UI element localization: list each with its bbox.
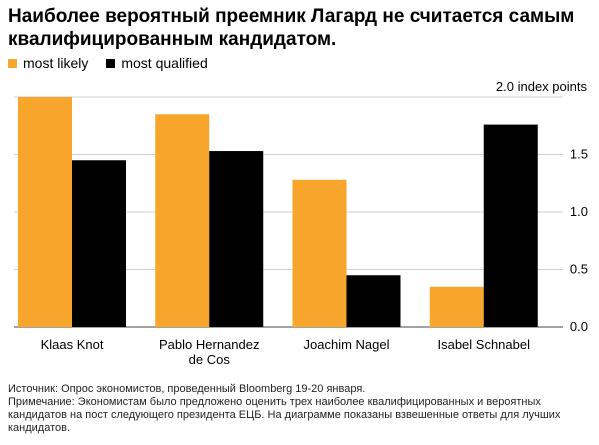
x-tick-label-1-line2: de Cos [189,352,231,367]
legend-item-most-qualified: most qualified [106,55,208,71]
x-tick-label-1: Pablo Hernandez [159,337,259,352]
x-tick-label-0: Klaas Knot [41,337,104,352]
bar-most-qualified-0 [72,160,126,327]
source-note: Источник: Опрос экономистов, проведенный… [8,383,366,395]
y-axis-unit-label: 2.0 index points [495,79,587,94]
legend-item-most-likely: most likely [8,55,88,71]
bar-most-likely-1 [155,114,210,327]
x-tick-label-2: Joachim Nagel [304,337,390,352]
bar-most-likely-0 [18,97,72,327]
y-tick-label-1: 0.5 [570,262,588,277]
legend-swatch-most-likely [8,58,17,68]
bar-most-qualified-1 [209,151,264,327]
y-tick-label-0: 0.0 [570,319,588,334]
legend-swatch-most-qualified [106,58,116,68]
bar-most-likely-3 [429,286,484,327]
bar-most-qualified-2 [346,275,401,327]
footnote: Примечание: Экономистам было предложено … [8,396,561,434]
bar-most-qualified-3 [483,124,538,327]
y-tick-label-3: 1.5 [570,147,588,162]
y-tick-label-2: 1.0 [570,204,588,219]
bar-most-likely-2 [292,179,347,327]
legend: most likely most qualified [8,54,226,72]
x-tick-label-3: Isabel Schnabel [437,337,530,352]
chart-title: Наиболее вероятный преемник Лагард не сч… [8,6,575,50]
legend-label-most-likely: most likely [23,55,89,71]
chart-notes: Источник: Опрос экономистов, проведенный… [8,383,593,435]
legend-label-most-qualified: most qualified [121,55,208,71]
